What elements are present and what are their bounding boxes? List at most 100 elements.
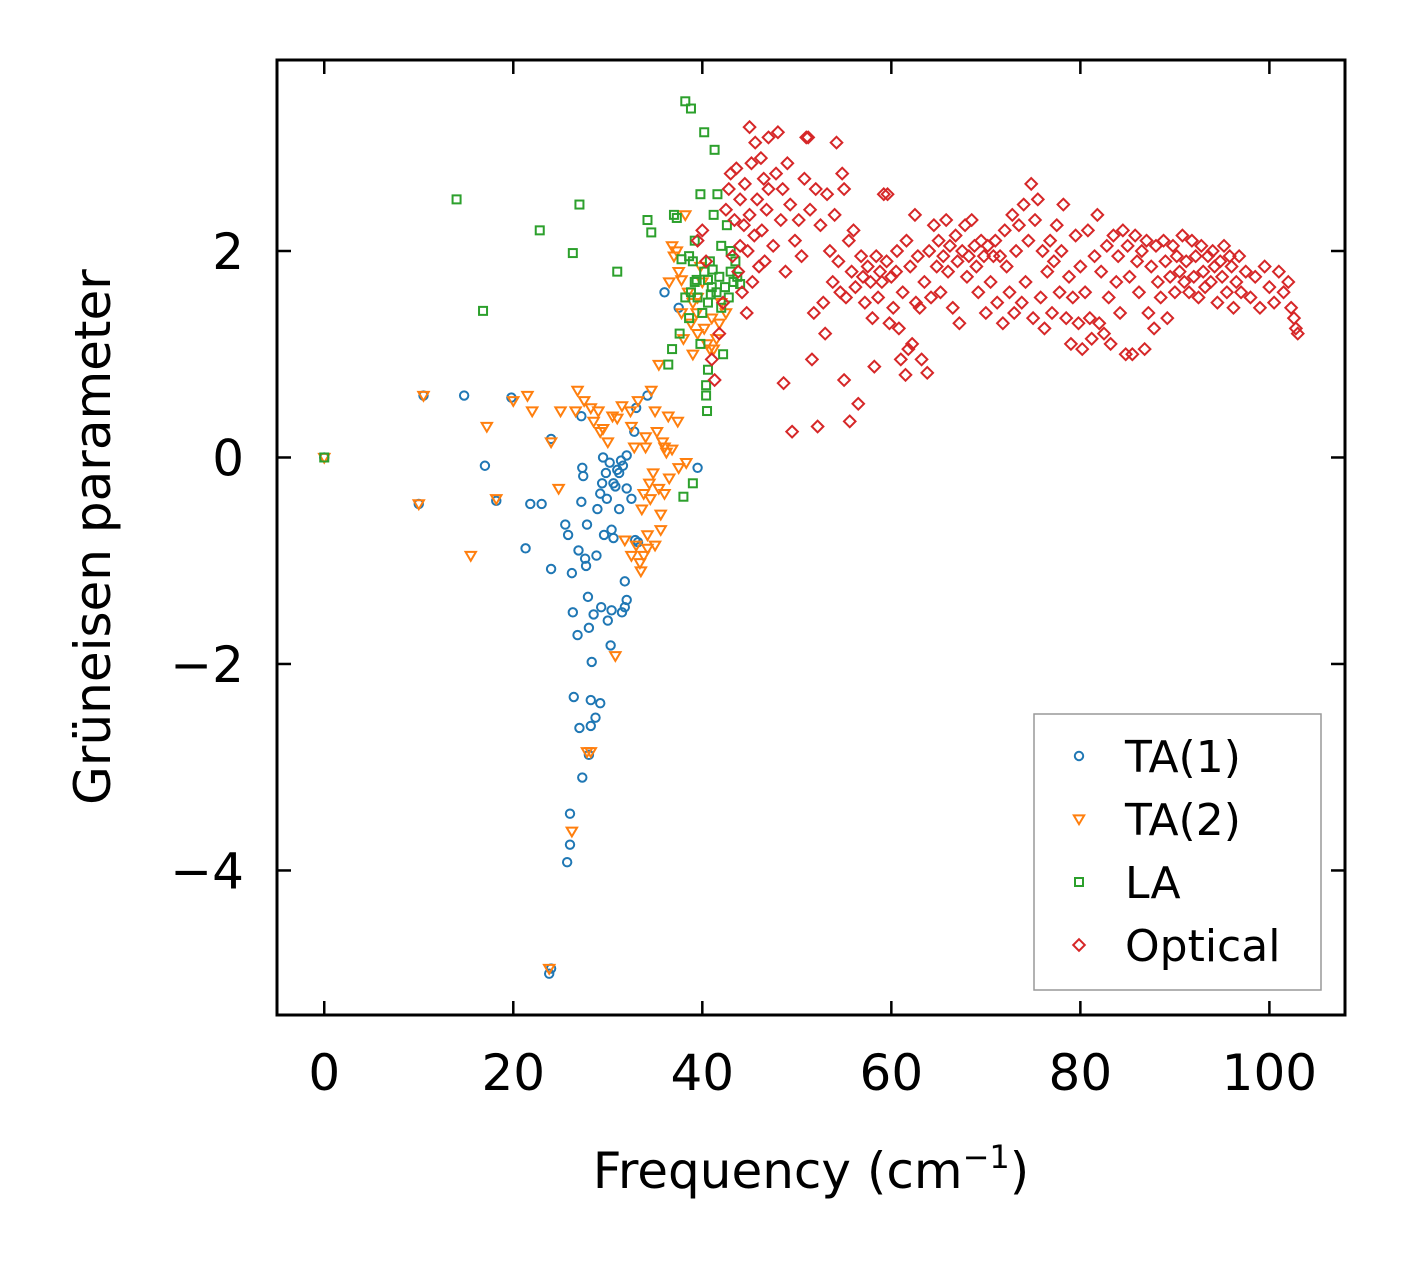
optical-point [1184, 233, 1200, 248]
la-point [612, 266, 623, 277]
optical-point [773, 212, 788, 228]
ta-1-point [616, 607, 628, 618]
ta-1-point [605, 640, 616, 651]
optical-point [1179, 254, 1194, 269]
la-point [674, 328, 685, 339]
optical-point [874, 274, 890, 290]
optical-point [923, 290, 939, 305]
x-tick-label: 0 [308, 1044, 340, 1102]
ta-1-point [568, 691, 579, 703]
ta-2-point [600, 437, 615, 450]
optical-point [1247, 269, 1263, 285]
optical-point [819, 187, 835, 202]
optical-point [1146, 321, 1162, 336]
optical-point [1093, 264, 1109, 279]
optical-point [1077, 285, 1093, 300]
optical-point [1156, 233, 1171, 248]
optical-point [1191, 290, 1206, 305]
ta-2-point [608, 651, 623, 663]
optical-point [718, 202, 734, 217]
optical-point [1052, 285, 1067, 300]
la-point [705, 289, 716, 300]
optical-point [1021, 233, 1036, 248]
optical-point [1002, 285, 1017, 300]
optical-point [886, 300, 901, 315]
ta-2-point [479, 421, 494, 434]
la-point [680, 96, 691, 107]
optical-point [1063, 336, 1079, 352]
optical-point [1103, 336, 1118, 352]
ta-1-point [592, 503, 603, 515]
axis-ticks: 0 20 40 60 80 100 −4 −2 0 2 [170, 60, 1345, 1102]
ta-1-point [564, 808, 576, 819]
optical-point [1110, 248, 1126, 264]
ta-2-point [642, 478, 657, 491]
ta-1-point [577, 772, 588, 783]
ta-2-point [596, 423, 611, 436]
optical-point [976, 248, 992, 264]
ta-1-point [585, 720, 596, 732]
ta-2-point [674, 275, 689, 288]
y-tick-label: −4 [170, 842, 244, 900]
series-ta-1 [319, 287, 703, 979]
optical-point [712, 326, 727, 341]
optical-point [782, 197, 798, 212]
ta-2-point [624, 550, 639, 563]
optical-point [971, 285, 986, 300]
optical-point [868, 248, 884, 264]
ta-2-point [605, 411, 620, 424]
optical-point [745, 274, 760, 290]
ta-2-point [617, 535, 632, 548]
ta-1-point [543, 968, 555, 979]
optical-point [1016, 197, 1031, 212]
ta-2-point [671, 267, 686, 279]
ta-2-point [577, 396, 592, 408]
optical-point [1115, 223, 1131, 238]
la-point [708, 209, 719, 220]
optical-point [1040, 264, 1055, 279]
optical-point [749, 192, 765, 207]
la-point [702, 406, 713, 417]
la-point [574, 199, 585, 210]
la-point [687, 256, 698, 267]
ta-2-point [712, 318, 727, 331]
ta-2-point [610, 413, 625, 426]
legend-label-la: LA [1125, 858, 1181, 909]
optical-point [936, 248, 951, 264]
optical-point [1257, 259, 1272, 274]
optical-point [882, 316, 897, 331]
optical-point [1049, 217, 1064, 233]
ta-1-point [598, 529, 610, 541]
legend-marker-optical [1071, 937, 1087, 953]
optical-point [731, 264, 746, 279]
optical-point [1006, 305, 1022, 321]
la-point [646, 227, 657, 238]
optical-point [732, 238, 748, 254]
la-point [695, 338, 706, 349]
optical-point [810, 419, 825, 434]
legend-marker-la [1074, 877, 1084, 887]
la-point [451, 194, 462, 205]
optical-point [1271, 264, 1287, 279]
optical-point [999, 259, 1014, 274]
ta-1-point [576, 410, 587, 422]
optical-point [948, 228, 963, 243]
ta-2-point [629, 540, 644, 553]
ta-2-point [653, 525, 668, 537]
ta-2-point [665, 444, 680, 457]
ta-1-point [597, 452, 609, 463]
optical-point [1150, 274, 1166, 290]
optical-point [904, 336, 920, 352]
ta-1-point [621, 450, 632, 461]
optical-point [1224, 259, 1239, 274]
optical-point [955, 243, 970, 259]
ta-1-point [520, 543, 531, 554]
optical-point [1281, 274, 1296, 290]
la-point [718, 349, 729, 360]
optical-point [940, 264, 956, 279]
optical-point [827, 207, 842, 223]
optical-point [1266, 295, 1282, 310]
optical-point [806, 305, 822, 321]
ta-2-point [525, 406, 540, 419]
